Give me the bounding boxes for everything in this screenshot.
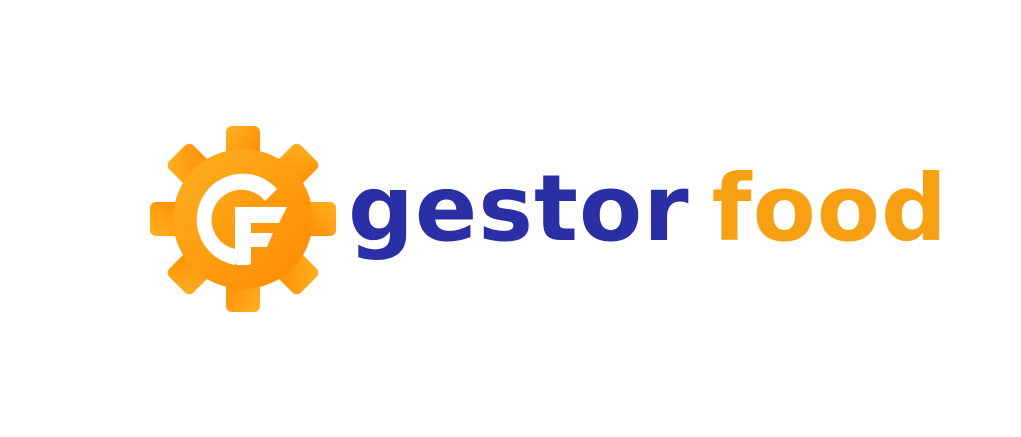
brand-word-food: food: [711, 155, 948, 262]
brand-logo: gestor food: [150, 126, 947, 312]
brand-word-gestor: gestor: [348, 155, 690, 262]
brand-wordmark: gestor food: [348, 154, 948, 284]
gear-f-icon: [150, 126, 336, 312]
